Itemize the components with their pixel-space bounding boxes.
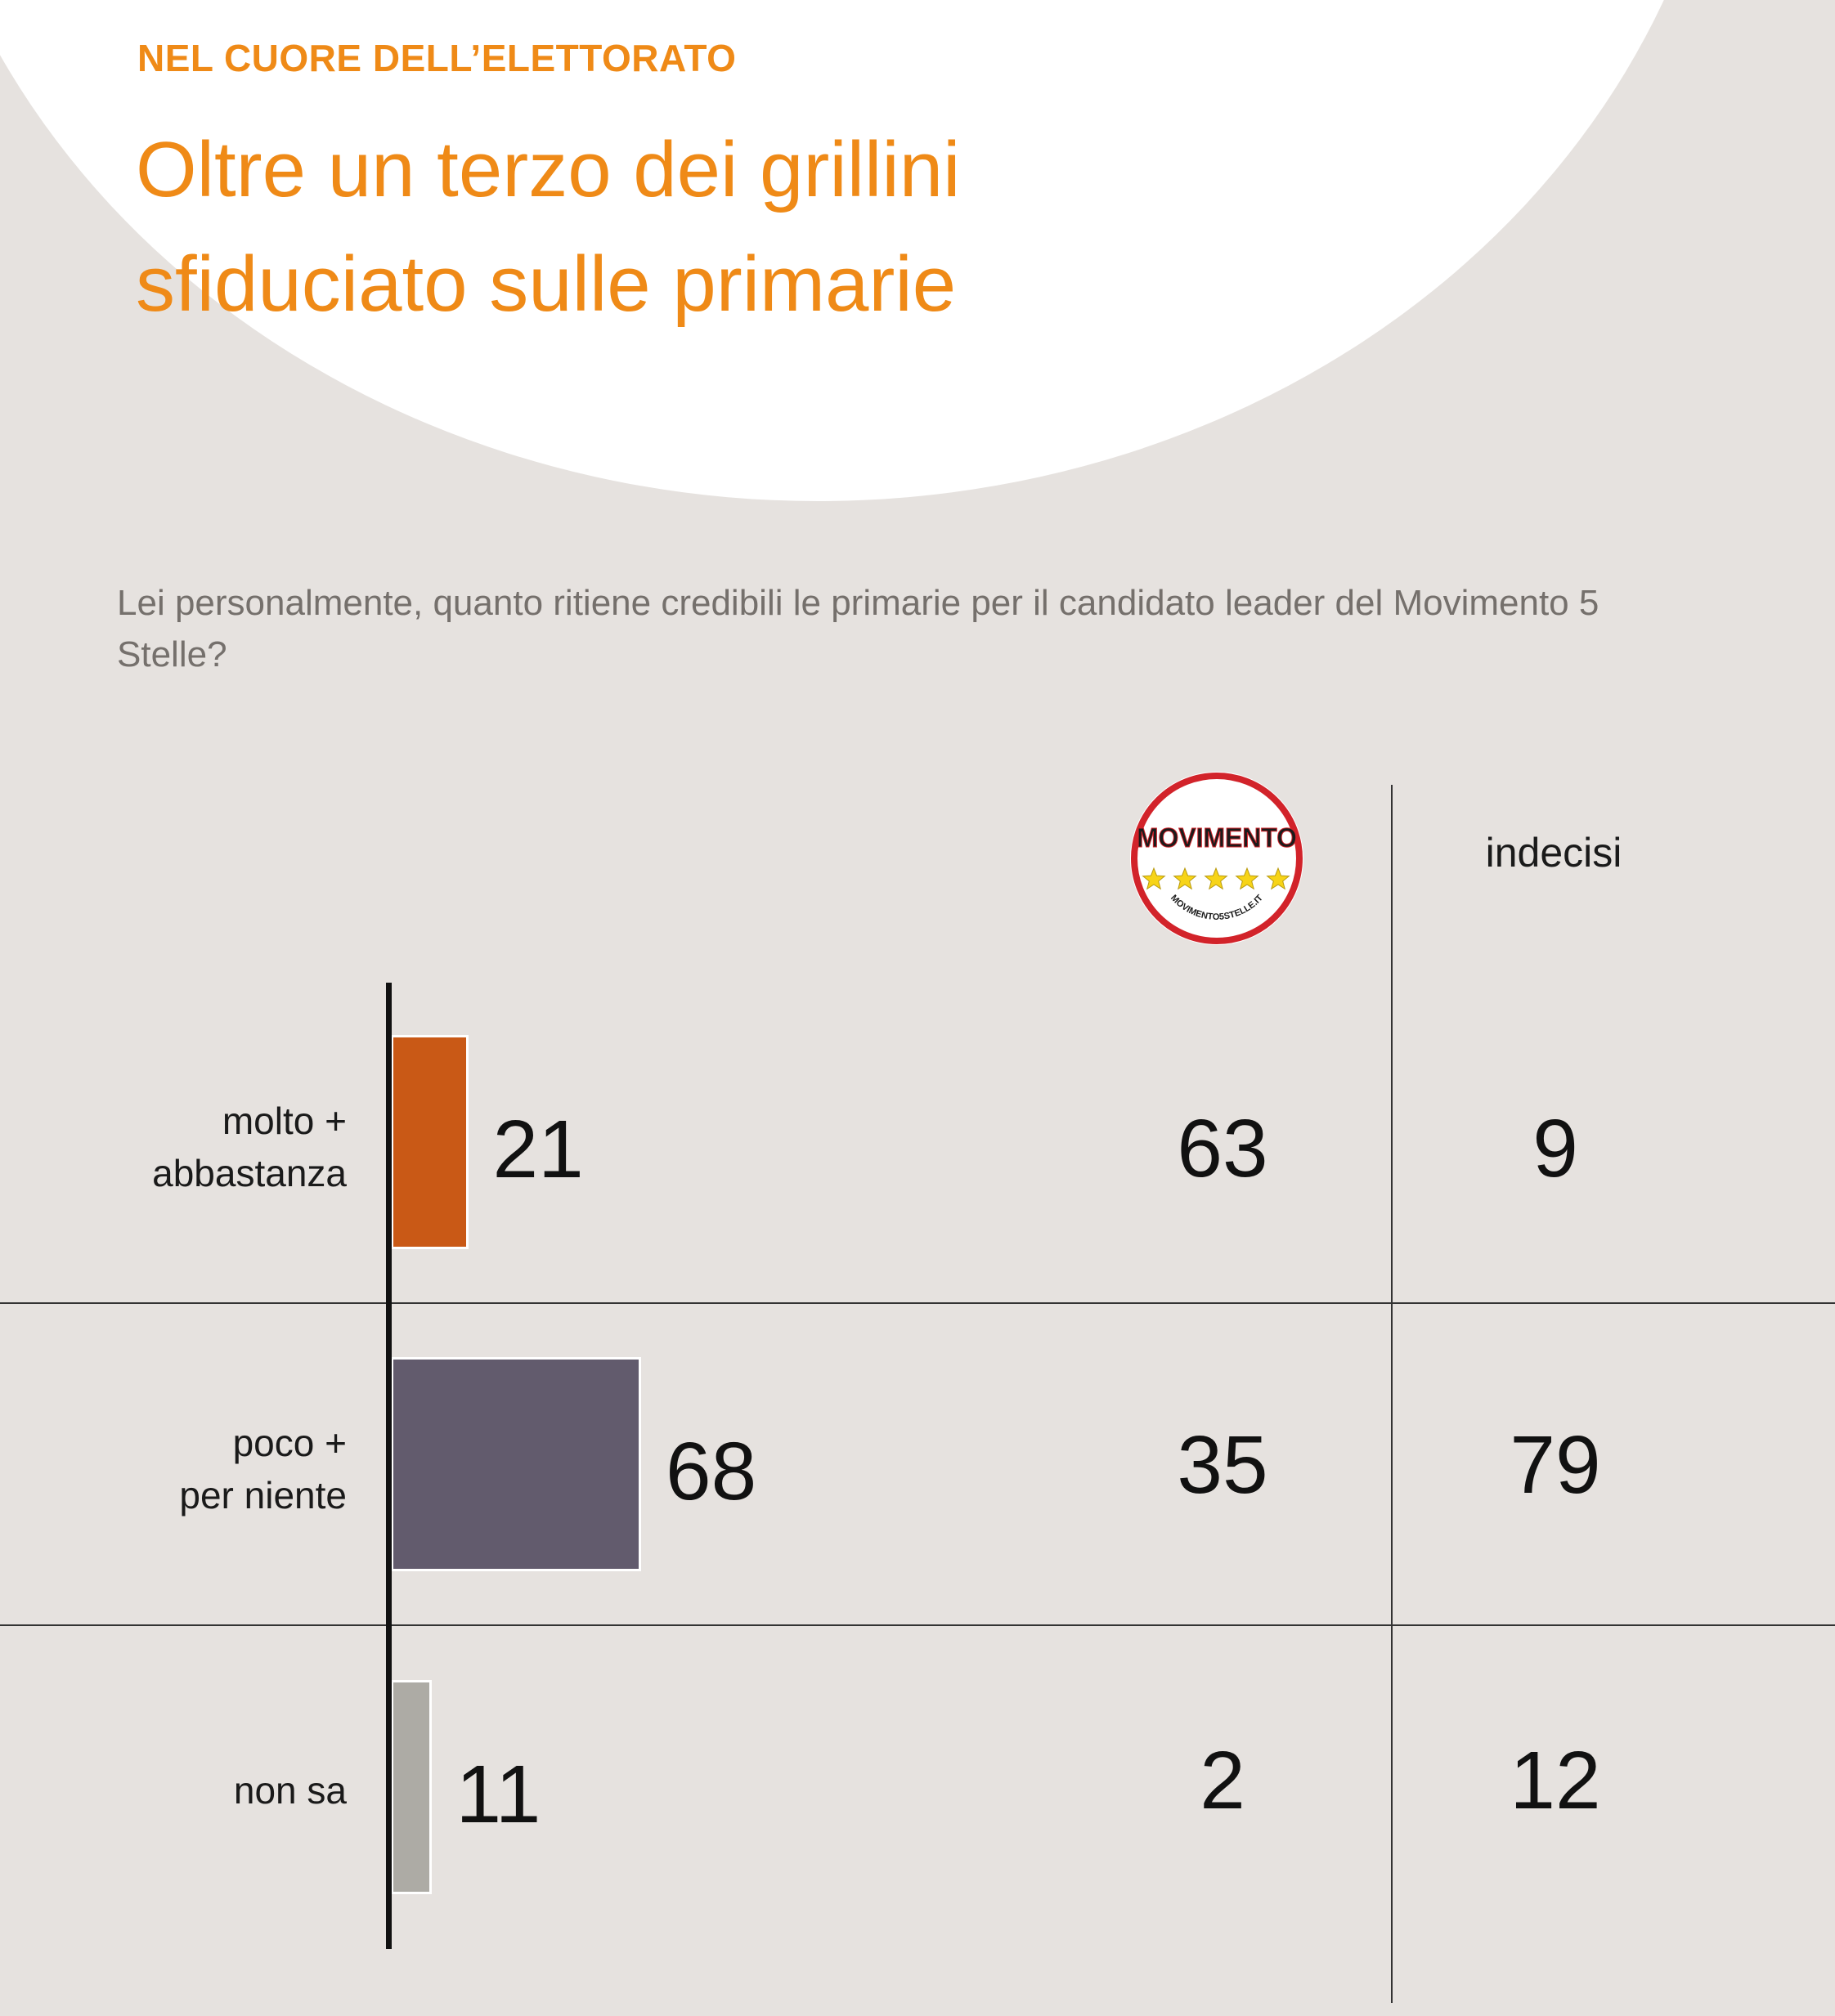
kicker: NEL CUORE DELL’ELETTORATO [137,37,737,79]
logo-text: MOVIMENTO [1137,822,1297,853]
bar-molto-abbastanza [391,1035,469,1249]
indecisi-value-1: 79 [1510,1419,1601,1511]
logo-star-icon [1204,867,1228,890]
bar-value-label-1: 68 [666,1426,757,1517]
m5s-value-0: 63 [1177,1103,1268,1194]
logo-star-icon [1235,867,1259,890]
page-title: Oltre un terzo dei grillini sfiduciato s… [136,113,1362,342]
m5s-value-2: 2 [1200,1735,1245,1826]
logo-star-icon [1266,867,1290,890]
indecisi-value-2: 12 [1510,1735,1601,1826]
bar-value-label-0: 21 [492,1104,584,1195]
bar-axis [386,983,392,1949]
bar-poco-per-niente [391,1357,641,1571]
title-line-1: Oltre un terzo dei grillini [136,126,961,213]
row-divider-1 [0,1302,1835,1304]
survey-question: Lei personalmente, quanto ritiene credib… [117,583,1599,674]
logo-star-icon [1142,867,1166,890]
bar-non-sa [391,1680,432,1894]
bar-value-label-2: 11 [455,1749,541,1840]
m5s-value-1: 35 [1177,1419,1268,1511]
column-divider [1391,785,1393,2003]
indecisi-value-0: 9 [1532,1103,1578,1194]
logo-star-icon [1173,867,1197,890]
category-label-2: non sa [233,1769,347,1812]
category-label-1: poco + per niente [179,1422,347,1516]
row-divider-2 [0,1624,1835,1626]
white-arc-shape [0,0,1664,501]
title-line-2: sfiduciato sulle primarie [136,240,957,328]
category-label-0: molto + abbastanza [152,1100,347,1194]
movimento-5-stelle-logo-icon: MOVIMENTO MOVIMENTO5STELLE.IT [1130,772,1303,945]
column-header-indecisi: indecisi [1485,830,1622,876]
